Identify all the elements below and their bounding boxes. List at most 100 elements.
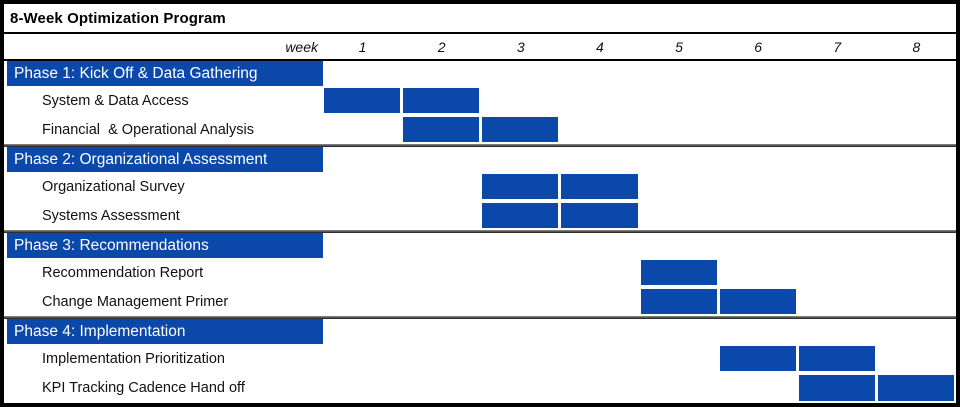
gantt-cell-week-3 (481, 201, 560, 230)
phase-header: Phase 3: Recommendations (7, 233, 323, 258)
task-label-cell: Financial & Operational Analysis (4, 115, 323, 144)
task-label: Systems Assessment (42, 207, 180, 224)
task-row: System & Data Access (4, 86, 956, 115)
phase-divider (4, 144, 956, 147)
phase-header-row: Phase 4: Implementation (4, 319, 956, 344)
gantt-cell-week-1 (323, 115, 402, 144)
phase-header-row: Phase 2: Organizational Assessment (4, 147, 956, 172)
task-label: Change Management Primer (42, 293, 229, 310)
gantt-cell-week-1 (323, 373, 402, 403)
phase-header: Phase 4: Implementation (7, 319, 323, 344)
gantt-cell-week-7 (798, 86, 877, 115)
gantt-cell-week-1 (323, 172, 402, 201)
week-column-header: 8 (877, 39, 956, 55)
gantt-bar-week-3 (482, 203, 559, 228)
gantt-cell-week-8 (877, 201, 956, 230)
gantt-cell-week-3 (481, 344, 560, 373)
task-label: Financial & Operational Analysis (42, 121, 254, 138)
phase-divider (4, 316, 956, 319)
gantt-cell-week-5 (640, 258, 719, 287)
gantt-cell-week-4 (560, 115, 639, 144)
week-column-header: 6 (719, 39, 798, 55)
week-column-header: 5 (640, 39, 719, 55)
gantt-cell-week-8 (877, 86, 956, 115)
task-row: Systems Assessment (4, 201, 956, 230)
gantt-cell-week-2 (402, 201, 481, 230)
gantt-bar-week-3 (482, 117, 559, 142)
gantt-cell-week-1 (323, 201, 402, 230)
gantt-cell-week-2 (402, 287, 481, 316)
gantt-cell-week-1 (323, 287, 402, 316)
gantt-cell-week-8 (877, 373, 956, 403)
gantt-bar-week-3 (482, 174, 559, 199)
gantt-cell-week-5 (640, 344, 719, 373)
gantt-cell-week-5 (640, 201, 719, 230)
gantt-cell-week-7 (798, 287, 877, 316)
gantt-bar-week-5 (640, 289, 717, 314)
chart-title: 8-Week Optimization Program (10, 9, 226, 27)
gantt-cell-week-1 (323, 86, 402, 115)
gantt-cell-week-6 (719, 172, 798, 201)
phase-header: Phase 2: Organizational Assessment (7, 147, 323, 172)
week-number: 3 (516, 38, 525, 55)
gantt-cell-week-3 (481, 287, 560, 316)
gantt-cell-week-2 (402, 172, 481, 201)
gantt-bar-week-8 (877, 375, 954, 401)
gantt-cell-week-1 (323, 258, 402, 287)
week-number: 7 (833, 38, 842, 55)
gantt-cell-week-8 (877, 258, 956, 287)
gantt-cell-week-5 (640, 172, 719, 201)
week-number: 4 (596, 38, 604, 55)
gantt-cell-week-5 (640, 287, 719, 316)
gantt-cell-week-4 (560, 344, 639, 373)
gantt-cell-week-4 (560, 287, 639, 316)
task-label-cell: KPI Tracking Cadence Hand off (4, 373, 323, 403)
phase-label: Phase 3: Recommendations (14, 236, 209, 254)
gantt-cell-week-6 (719, 344, 798, 373)
phase-divider (4, 230, 956, 233)
gantt-cell-week-6 (719, 287, 798, 316)
task-label-cell: Recommendation Report (4, 258, 323, 287)
gantt-cell-week-3 (481, 115, 560, 144)
gantt-cell-week-7 (798, 344, 877, 373)
gantt-bar-week-4 (561, 174, 638, 199)
gantt-cell-week-4 (560, 258, 639, 287)
phase-header-row: Phase 3: Recommendations (4, 233, 956, 258)
task-label-cell: Change Management Primer (4, 287, 323, 316)
task-label: Implementation Prioritization (42, 350, 225, 367)
gantt-cell-week-7 (798, 201, 877, 230)
gantt-cell-week-5 (640, 86, 719, 115)
task-row: Organizational Survey (4, 172, 956, 201)
gantt-cell-week-2 (402, 344, 481, 373)
week-header-row: week 1 2 3 4 5 6 7 8 (4, 34, 956, 59)
gantt-bar-week-4 (561, 203, 638, 228)
task-row: KPI Tracking Cadence Hand off (4, 373, 956, 403)
gantt-cell-week-3 (481, 86, 560, 115)
gantt-cell-week-6 (719, 373, 798, 403)
gantt-cell-week-7 (798, 172, 877, 201)
gantt-cell-week-6 (719, 201, 798, 230)
gantt-cell-week-7 (798, 373, 877, 403)
week-number: 1 (358, 38, 367, 55)
task-row: Implementation Prioritization (4, 344, 956, 373)
task-label: KPI Tracking Cadence Hand off (42, 380, 245, 396)
gantt-body: Phase 1: Kick Off & Data Gathering System… (4, 61, 956, 403)
week-column-header: 3 (481, 39, 560, 55)
week-column-header: 7 (798, 39, 877, 55)
gantt-bar-week-7 (798, 375, 875, 401)
week-number: 6 (754, 38, 763, 55)
gantt-cell-week-8 (877, 287, 956, 316)
phase-label: Phase 2: Organizational Assessment (14, 150, 268, 168)
gantt-cell-week-2 (402, 86, 481, 115)
week-number: 5 (675, 38, 683, 55)
task-label-cell: Implementation Prioritization (4, 344, 323, 373)
task-label: Organizational Survey (42, 178, 185, 195)
task-label-cell: System & Data Access (4, 86, 323, 115)
gantt-cell-week-3 (481, 258, 560, 287)
gantt-cell-week-6 (719, 86, 798, 115)
gantt-bar-week-2 (403, 88, 480, 113)
task-label-cell: Systems Assessment (4, 201, 323, 230)
gantt-cell-week-6 (719, 258, 798, 287)
week-number: 8 (912, 38, 921, 55)
gantt-cell-week-1 (323, 344, 402, 373)
